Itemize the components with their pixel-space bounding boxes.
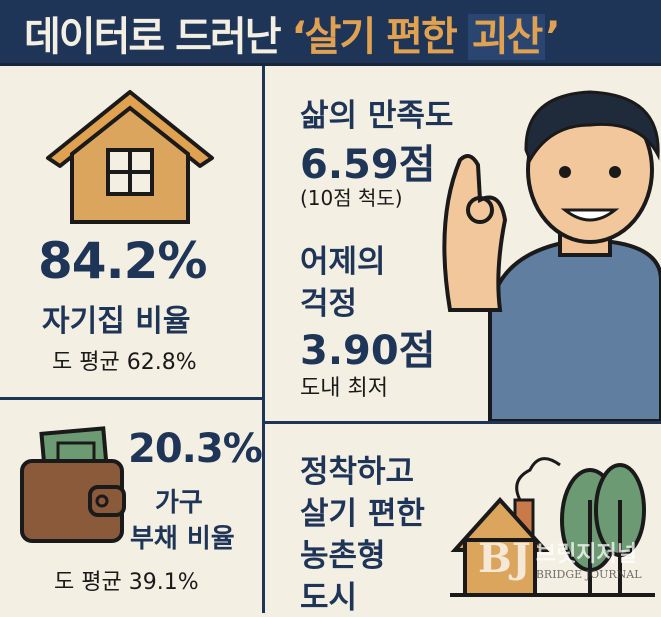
debt-avg: 도 평균 39.1% bbox=[54, 570, 199, 595]
home-ownership-label: 자기집 비율 bbox=[42, 304, 191, 339]
watermark: BJ 브릿지저널 BRIDGE JOURNAL bbox=[478, 535, 642, 582]
debt-value: 20.3% bbox=[128, 426, 263, 472]
city-line-2: 살기 편한 bbox=[300, 496, 425, 532]
house-icon bbox=[46, 90, 214, 224]
header-banner: 데이터로 드러난 ‘살기 편한 괴산’ bbox=[0, 0, 661, 66]
worry-title-1: 어제의 bbox=[300, 244, 386, 280]
worry-value: 3.90점 bbox=[300, 328, 436, 374]
rural-house-trees-icon bbox=[450, 457, 655, 597]
debt-label-2: 부채 비율 bbox=[130, 524, 235, 554]
watermark-logo: BJ bbox=[478, 535, 531, 582]
man-ok-gesture-illustration bbox=[442, 90, 661, 421]
page-title: 데이터로 드러난 ‘살기 편한 괴산’ bbox=[24, 14, 561, 60]
wallet-icon bbox=[20, 426, 126, 543]
city-line-3: 농촌형 bbox=[300, 538, 386, 574]
divider-right bbox=[263, 421, 661, 424]
home-ownership-value: 84.2% bbox=[38, 232, 207, 290]
divider-left bbox=[0, 397, 263, 400]
city-line-4: 도시 bbox=[300, 580, 358, 616]
home-ownership-avg: 도 평균 62.8% bbox=[52, 350, 197, 375]
worry-title-2: 걱정 bbox=[300, 286, 358, 322]
city-line-1: 정착하고 bbox=[300, 454, 415, 490]
satisfaction-title: 삶의 만족도 bbox=[300, 98, 454, 134]
watermark-korean: 브릿지저널 bbox=[535, 542, 638, 567]
satisfaction-value: 6.59점 bbox=[300, 142, 436, 188]
divider-vertical bbox=[262, 66, 265, 613]
satisfaction-scale: (10점 척도) bbox=[300, 186, 403, 210]
debt-label-1: 가구 bbox=[155, 488, 203, 518]
watermark-english: BRIDGE JOURNAL bbox=[535, 568, 642, 581]
worry-note: 도내 최저 bbox=[300, 376, 388, 401]
